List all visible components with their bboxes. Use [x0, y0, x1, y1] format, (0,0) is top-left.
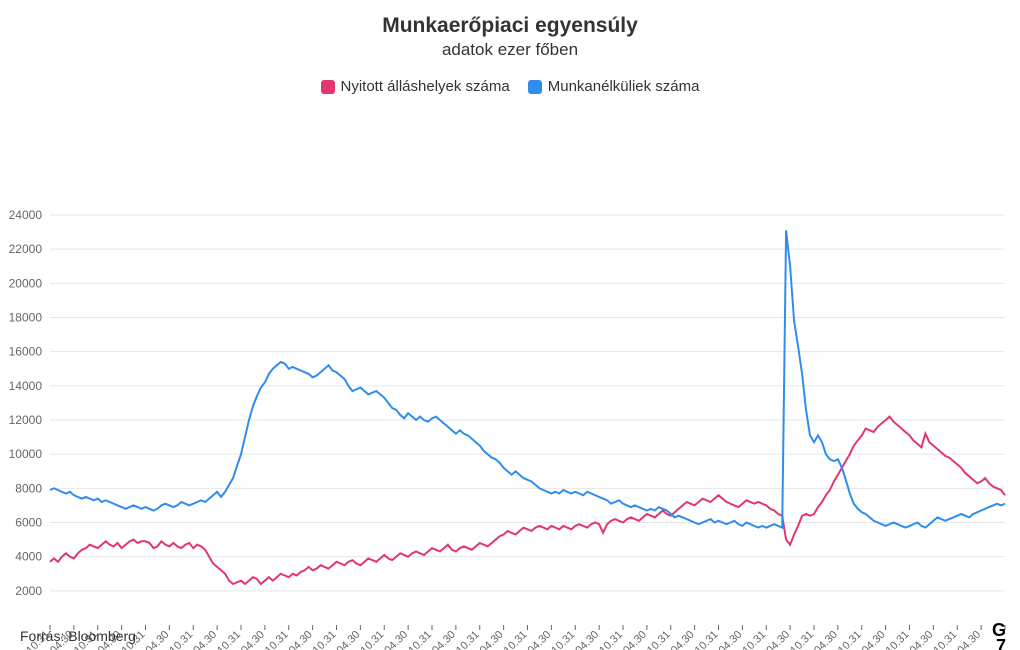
chart-subtitle: adatok ezer főben	[0, 40, 1020, 60]
series-line	[50, 230, 1005, 527]
y-tick-label: 8000	[15, 481, 42, 495]
y-tick-label: 20000	[9, 276, 43, 290]
y-tick-label: 16000	[9, 345, 43, 359]
chart-title: Munkaerőpiaci egyensúly	[0, 14, 1020, 38]
legend-label-unemployed: Munkanélküliek száma	[548, 78, 700, 95]
legend-item-unemployed: Munkanélküliek száma	[528, 78, 700, 95]
site-logo: G 7	[992, 622, 1006, 650]
legend-swatch-vacancies	[321, 80, 335, 94]
y-tick-label: 14000	[9, 379, 43, 393]
series-line	[50, 417, 1005, 584]
legend-swatch-unemployed	[528, 80, 542, 94]
chart-container: Munkaerőpiaci egyensúly adatok ezer főbe…	[0, 14, 1020, 650]
y-tick-label: 24000	[9, 208, 43, 222]
y-tick-label: 6000	[15, 516, 42, 530]
plot-svg: 2000 4000 6000 8000 10000 12000 14000 16000 1800…	[0, 95, 1020, 650]
legend: Nyitott álláshelyek száma Munkanélküliek…	[0, 78, 1020, 95]
source-label: Forrás: Bloomberg	[20, 628, 136, 644]
y-tick-label: 18000	[9, 311, 43, 325]
legend-label-vacancies: Nyitott álláshelyek száma	[341, 78, 510, 95]
y-tick-label: 4000	[15, 550, 42, 564]
y-tick-label: 12000	[9, 413, 43, 427]
y-tick-label: 22000	[9, 242, 43, 256]
y-tick-label: 10000	[9, 447, 43, 461]
logo-bottom: 7	[992, 638, 1006, 650]
legend-item-vacancies: Nyitott álláshelyek száma	[321, 78, 510, 95]
y-tick-label: 2000	[15, 584, 42, 598]
